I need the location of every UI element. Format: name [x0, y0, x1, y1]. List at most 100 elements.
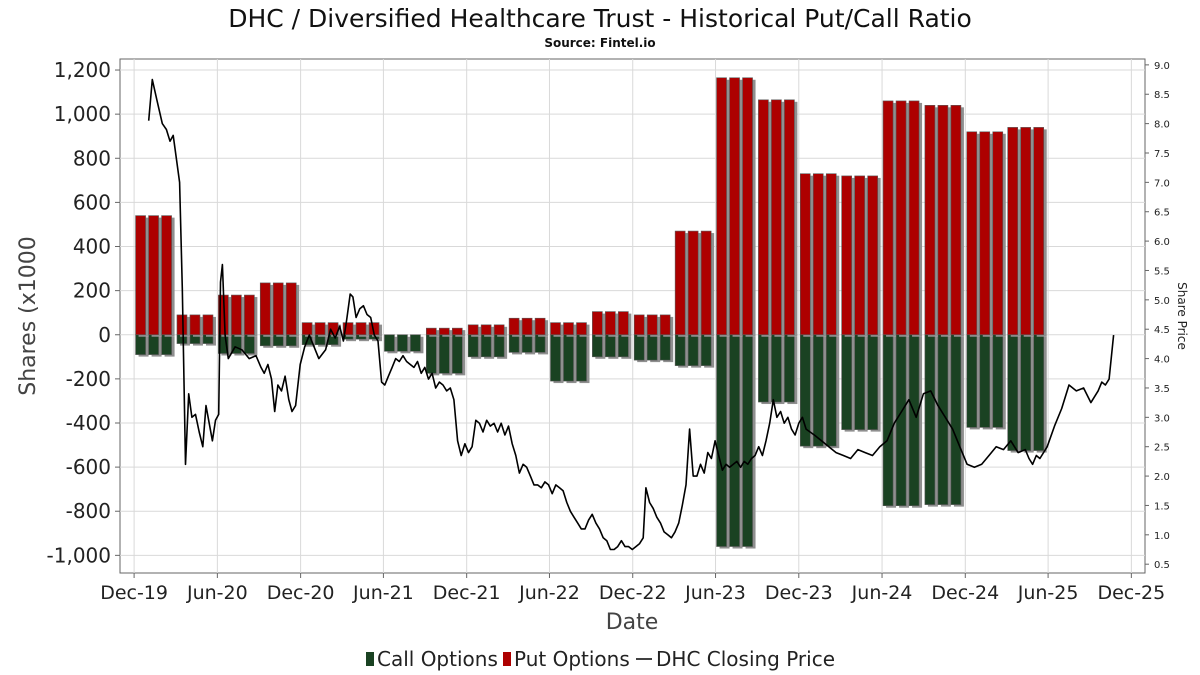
call-bar	[659, 334, 671, 361]
y-right-tick-label: 0.5	[1154, 560, 1170, 571]
call-bar	[992, 334, 1004, 428]
put-bar	[467, 324, 479, 336]
y-right-tick-label: 3.5	[1154, 384, 1170, 395]
call-bar	[1007, 334, 1019, 451]
call-bar	[521, 334, 533, 353]
call-bar	[908, 334, 920, 507]
y-right-tick-label: 5.0	[1154, 296, 1170, 307]
bars-group	[135, 77, 1047, 549]
put-bar	[841, 175, 852, 336]
put-bar	[674, 230, 686, 336]
call-bar	[467, 334, 479, 358]
call-bar	[854, 334, 865, 430]
call-bar	[592, 334, 603, 358]
call-bar	[135, 334, 146, 355]
put-bar	[867, 175, 878, 336]
put-bar	[161, 215, 172, 336]
put-bar	[812, 173, 824, 336]
y-right-tick-label: 1.5	[1154, 501, 1170, 512]
put-bar	[285, 282, 297, 336]
call-bar	[384, 334, 395, 352]
put-bar	[425, 327, 437, 336]
y-right-tick-label: 2.5	[1154, 443, 1170, 454]
call-bar	[950, 334, 962, 505]
y-tick-label: 600	[73, 190, 111, 214]
put-bar	[272, 282, 284, 336]
put-bar	[700, 230, 712, 336]
y-tick-label: -600	[66, 455, 111, 479]
put-bar	[148, 215, 159, 336]
put-bar	[135, 215, 146, 336]
call-bar	[674, 334, 686, 366]
put-bar	[979, 131, 991, 336]
call-bar	[397, 334, 408, 352]
price-line-group	[147, 78, 1115, 551]
legend-call-label: Call Options	[377, 647, 498, 671]
call-bar	[882, 334, 894, 507]
y-right-tick-label: 5.5	[1154, 266, 1170, 277]
put-bar	[355, 322, 367, 336]
call-bar	[244, 334, 255, 354]
put-bar	[825, 173, 837, 336]
put-bar	[176, 314, 188, 336]
chart-subtitle: Source: Fintel.io	[544, 36, 655, 50]
call-bar	[148, 334, 159, 355]
put-bar	[521, 317, 533, 336]
put-bar	[576, 322, 587, 336]
y-right-tick-label: 7.5	[1154, 149, 1170, 160]
x-tick-label: Dec-20	[267, 582, 335, 604]
call-bar	[979, 334, 991, 428]
call-bar	[966, 334, 978, 428]
call-bar	[924, 334, 936, 505]
x-tick-label: Jun-25	[1017, 582, 1079, 604]
put-bar	[534, 317, 546, 336]
call-bar	[784, 334, 795, 403]
legend-price-label: DHC Closing Price	[656, 647, 835, 671]
put-bar	[301, 322, 313, 336]
call-bar	[729, 334, 740, 547]
call-bar	[895, 334, 907, 507]
x-axis-label: Date	[606, 610, 659, 635]
legend-call-swatch	[366, 652, 374, 666]
y-right-tick-label: 4.0	[1154, 355, 1170, 366]
call-bar	[867, 334, 878, 430]
x-tick-label: Jun-20	[186, 582, 248, 604]
call-bar	[425, 334, 437, 374]
put-bar	[799, 173, 811, 336]
y-tick-label: 400	[73, 235, 111, 259]
put-bar	[618, 311, 629, 336]
put-bar	[189, 314, 201, 336]
chart-title: DHC / Diversified Healthcare Trust - His…	[228, 4, 972, 33]
x-tick-label: Dec-21	[433, 582, 501, 604]
put-bar	[716, 77, 727, 336]
put-bar	[882, 100, 894, 336]
x-tick-label: Jun-24	[851, 582, 913, 604]
x-tick-label: Jun-21	[352, 582, 414, 604]
call-bar	[825, 334, 837, 447]
put-bar	[508, 317, 520, 336]
y-right-tick-label: 7.0	[1154, 178, 1170, 189]
put-bar	[1033, 127, 1045, 336]
x-tick-label: Jun-22	[518, 582, 580, 604]
call-bar	[161, 334, 172, 355]
call-bar	[618, 334, 629, 358]
call-bar	[758, 334, 769, 403]
put-bar	[992, 131, 1004, 336]
y-right-tick-label: 9.0	[1154, 61, 1170, 72]
y-right-tick-label: 1.0	[1154, 531, 1170, 542]
call-bar	[841, 334, 852, 430]
put-bar	[659, 314, 671, 336]
y-right-tick-label: 8.5	[1154, 90, 1170, 101]
x-tick-label: Dec-25	[1097, 582, 1165, 604]
put-bar	[854, 175, 865, 336]
call-bar	[576, 334, 587, 382]
legend-put-swatch	[503, 652, 511, 666]
call-bar	[646, 334, 658, 361]
y-axis-label: Shares (x1000	[16, 236, 41, 396]
call-bar	[812, 334, 824, 447]
call-bar	[508, 334, 520, 353]
put-bar	[633, 314, 645, 336]
x-tick-label: Dec-19	[100, 582, 168, 604]
x-tick-label: Dec-24	[931, 582, 999, 604]
put-bar	[924, 105, 936, 336]
